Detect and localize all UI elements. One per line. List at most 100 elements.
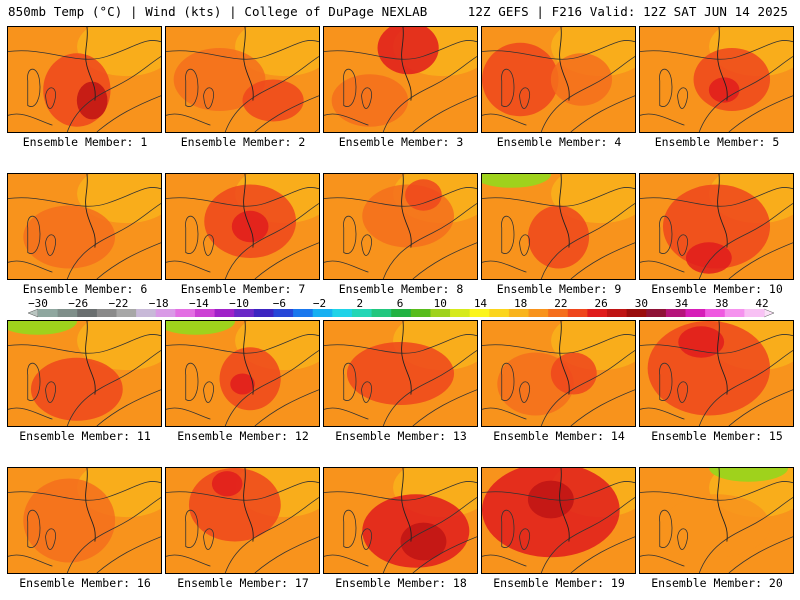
colorbar-segment: [234, 309, 255, 317]
ensemble-member-map: [323, 320, 478, 427]
colorbar-segment: [528, 309, 549, 317]
colorbar-segment: [705, 309, 726, 317]
colorbar-segment: [194, 309, 215, 317]
ensemble-member-label: Ensemble Member: 15: [651, 429, 783, 443]
chart-title: 850mb Temp (°C) | Wind (kts) | College o…: [8, 4, 428, 19]
ensemble-member-label: Ensemble Member: 7: [180, 282, 306, 296]
ensemble-member-map: [639, 320, 794, 427]
colorbar-tick-label: −30: [28, 297, 48, 310]
ensemble-member-map: [481, 467, 636, 574]
colorbar-segment: [293, 309, 314, 317]
colorbar-tick-label: −10: [229, 297, 249, 310]
ensemble-member-label: Ensemble Member: 16: [19, 576, 151, 590]
ensemble-member-label: Ensemble Member: 12: [177, 429, 309, 443]
colorbar-tick-label: −22: [109, 297, 129, 310]
ensemble-member-label: Ensemble Member: 3: [338, 135, 464, 149]
ensemble-member-label: Ensemble Member: 1: [22, 135, 148, 149]
colorbar-high-arrow: [763, 308, 775, 318]
ensemble-member-map: [639, 26, 794, 133]
colorbar-segment: [607, 309, 628, 317]
ensemble-member-label: Ensemble Member: 10: [651, 282, 783, 296]
ensemble-member-map: [323, 173, 478, 280]
colorbar-segment: [391, 309, 412, 317]
colorbar-tick-label: −18: [149, 297, 169, 310]
ensemble-member-map: [323, 467, 478, 574]
colorbar-segment: [646, 309, 667, 317]
ensemble-member-map: [481, 320, 636, 427]
temperature-colorbar: −30 −26 −22 −18 −14 −10 −6 −2 2 6 10 14 18 22 26 30 34 38…: [27, 297, 775, 318]
colorbar-segment: [332, 309, 353, 317]
ensemble-member-label: Ensemble Member: 6: [22, 282, 148, 296]
colorbar-tick-label: 22: [554, 297, 567, 310]
colorbar-segment: [273, 309, 294, 317]
colorbar-segment: [567, 309, 588, 317]
colorbar-segment: [96, 309, 117, 317]
colorbar-tick-label: 14: [474, 297, 488, 310]
ensemble-member-label: Ensemble Member: 13: [335, 429, 467, 443]
ensemble-member-map: [323, 26, 478, 133]
colorbar-tick-label: 26: [594, 297, 607, 310]
ensemble-member-label: Ensemble Member: 19: [493, 576, 625, 590]
ensemble-member-map: [481, 26, 636, 133]
ensemble-member-map: [165, 320, 320, 427]
ensemble-member-label: Ensemble Member: 18: [335, 576, 467, 590]
colorbar-segment: [371, 309, 392, 317]
ensemble-member-label: Ensemble Member: 20: [651, 576, 783, 590]
colorbar-segment: [685, 309, 706, 317]
colorbar-segment: [665, 309, 686, 317]
colorbar-tick-label: −14: [189, 297, 209, 310]
colorbar-tick-label: 42: [755, 297, 768, 310]
colorbar-segment: [587, 309, 608, 317]
colorbar-segment: [450, 309, 471, 317]
ensemble-member-map: [639, 173, 794, 280]
colorbar-segment: [175, 309, 196, 317]
ensemble-member-map: [165, 26, 320, 133]
colorbar-segment: [626, 309, 647, 317]
colorbar-segment: [155, 309, 176, 317]
colorbar-tick-label: 6: [397, 297, 404, 310]
colorbar-tick-label: 34: [675, 297, 689, 310]
ensemble-member-map: [7, 467, 162, 574]
ensemble-member-label: Ensemble Member: 5: [654, 135, 780, 149]
ensemble-member-map: [7, 320, 162, 427]
colorbar-segment: [312, 309, 333, 317]
colorbar-segment: [744, 309, 765, 317]
ensemble-member-label: Ensemble Member: 4: [496, 135, 622, 149]
ensemble-member-map: [7, 173, 162, 280]
ensemble-member-map: [165, 173, 320, 280]
ensemble-member-map: [481, 173, 636, 280]
colorbar-segment: [724, 309, 745, 317]
colorbar-segment: [410, 309, 431, 317]
colorbar-tick-label: 2: [356, 297, 363, 310]
colorbar-low-arrow: [27, 308, 39, 318]
colorbar-tick-label: 18: [514, 297, 527, 310]
colorbar-tick-label: 38: [715, 297, 728, 310]
ensemble-member-map: [7, 26, 162, 133]
colorbar-segment: [548, 309, 569, 317]
colorbar-segment: [136, 309, 157, 317]
colorbar-segment: [116, 309, 137, 317]
colorbar-tick-label: −2: [313, 297, 326, 310]
ensemble-member-map: [165, 467, 320, 574]
ensemble-member-label: Ensemble Member: 11: [19, 429, 151, 443]
colorbar-segment: [508, 309, 529, 317]
run-valid-time: 12Z GEFS | F216 Valid: 12Z SAT JUN 14 20…: [467, 4, 788, 19]
ensemble-member-map: [639, 467, 794, 574]
colorbar-tick-label: −26: [68, 297, 88, 310]
colorbar-segment: [489, 309, 510, 317]
ensemble-member-label: Ensemble Member: 9: [496, 282, 622, 296]
ensemble-member-label: Ensemble Member: 14: [493, 429, 625, 443]
colorbar-segment: [351, 309, 372, 317]
colorbar-tick-label: 30: [635, 297, 648, 310]
ensemble-member-label: Ensemble Member: 17: [177, 576, 309, 590]
colorbar-segment: [214, 309, 235, 317]
ensemble-member-label: Ensemble Member: 8: [338, 282, 464, 296]
colorbar-segment: [38, 309, 59, 317]
colorbar-tick-label: −6: [273, 297, 286, 310]
colorbar-segment: [57, 309, 78, 317]
colorbar-segment: [469, 309, 490, 317]
ensemble-member-label: Ensemble Member: 2: [180, 135, 306, 149]
colorbar-segment: [77, 309, 98, 317]
colorbar-tick-label: 10: [434, 297, 447, 310]
colorbar-segment: [253, 309, 274, 317]
